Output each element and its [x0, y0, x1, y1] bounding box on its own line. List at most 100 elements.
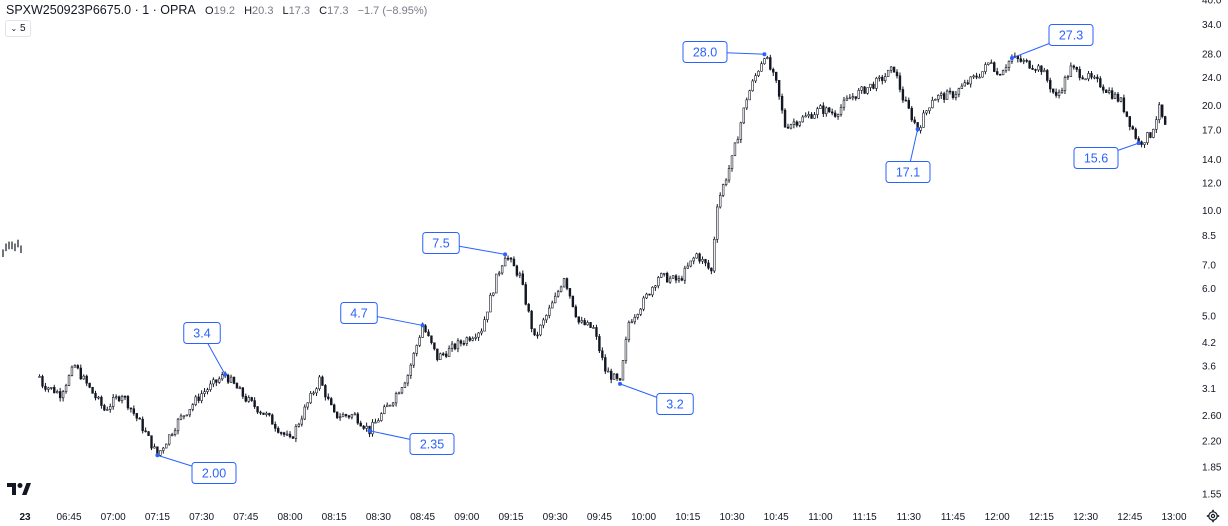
candle-body [430, 335, 433, 344]
low-value: 17.3 [288, 5, 311, 17]
annotation-label: 2.35 [420, 438, 444, 452]
candle-body [100, 396, 103, 406]
candle-body [1099, 78, 1102, 88]
x-tick-label: 07:30 [189, 512, 214, 523]
x-tick-label: 09:45 [587, 512, 612, 523]
candle-body [377, 420, 380, 423]
candle-body [1152, 129, 1155, 138]
y-tick-label: 5.0 [1202, 312, 1216, 323]
close-label: C [319, 5, 328, 17]
candle-body [282, 432, 286, 435]
x-tick-label: 10:15 [675, 512, 700, 523]
candle-body [730, 155, 734, 169]
candle-body [727, 168, 731, 181]
candle-body [948, 90, 952, 93]
x-tick-label: 10:45 [764, 512, 789, 523]
candle-body [645, 293, 648, 299]
candle-body [291, 436, 295, 439]
candle-body [565, 278, 569, 289]
interval-toggle-button[interactable]: ⌄ 5 [5, 20, 31, 37]
candle-body [627, 322, 631, 340]
candle-body [144, 430, 147, 433]
candle-body [353, 413, 357, 416]
candle-body [721, 184, 725, 196]
candle-body [987, 62, 990, 65]
candle-body [58, 391, 62, 399]
candle-body [418, 337, 421, 346]
interval-label: 5 [19, 23, 26, 34]
tradingview-logo-icon[interactable] [7, 483, 31, 497]
candle-body [839, 106, 843, 115]
candle-body [1069, 65, 1073, 77]
candle-body [492, 292, 495, 296]
candle-body [262, 412, 265, 415]
candle-body [53, 387, 56, 394]
y-tick-label: 3.1 [1202, 384, 1216, 395]
chevron-down-icon: ⌄ [10, 24, 18, 33]
y-tick-label: 34.0 [1202, 20, 1222, 31]
candle-body [577, 316, 580, 323]
candle-body [109, 406, 112, 410]
candle-body [618, 378, 622, 381]
annotation-dot [915, 127, 920, 132]
candle-body [483, 319, 486, 332]
candle-body [931, 99, 934, 109]
candle-body [857, 90, 860, 99]
annotation-callout: 3.4 [183, 322, 221, 344]
candle-body [241, 387, 245, 397]
y-tick-label: 7.0 [1202, 260, 1216, 271]
candle-body [206, 389, 209, 392]
candle-body [545, 315, 548, 321]
candle-body [480, 330, 483, 334]
candle-body [1034, 69, 1037, 71]
symbol-title[interactable]: SPXW250923P6675.0 · 1 · OPRA [6, 3, 196, 17]
candle-body [736, 139, 740, 144]
candle-body [489, 294, 492, 313]
candle-body [197, 396, 200, 401]
gear-icon[interactable] [1206, 509, 1220, 523]
candle-body [182, 415, 186, 418]
candle-body [978, 76, 981, 79]
candle-body [763, 58, 766, 65]
candle-body [474, 336, 477, 339]
candle-body [998, 73, 1002, 76]
candle-body [1128, 116, 1132, 127]
candle-body [176, 418, 180, 432]
candle-body [1131, 126, 1134, 130]
y-tick-label: 2.60 [1202, 411, 1222, 422]
y-tick-label: 2.20 [1202, 436, 1222, 447]
y-tick-label: 28.0 [1202, 50, 1222, 61]
candle-body [256, 406, 259, 413]
candle-body [209, 383, 212, 390]
candle-body [993, 62, 996, 72]
candle-body [91, 386, 94, 394]
candle-body [828, 107, 831, 113]
candle-body [539, 324, 542, 336]
annotation-label: 3.2 [666, 398, 683, 412]
candle-body [44, 385, 47, 390]
candle-body [38, 376, 41, 378]
candle-body [1072, 65, 1076, 68]
x-tick-label: 10:00 [631, 512, 656, 523]
candle-body [742, 107, 745, 124]
annotation-dot [223, 372, 228, 377]
candle-body [129, 407, 133, 410]
change-value: −1.7 (−8.95%) [357, 5, 428, 17]
candle-body [869, 83, 872, 88]
candle-body [713, 239, 716, 272]
candle-body [462, 343, 466, 345]
candle-body [919, 127, 922, 131]
candle-body [689, 260, 692, 267]
candle-body [866, 87, 869, 94]
x-tick-label: 09:15 [498, 512, 523, 523]
x-tick-label: 08:45 [410, 512, 435, 523]
x-tick-label: 11:15 [852, 512, 877, 523]
candle-body [512, 258, 516, 267]
candle-body [56, 391, 59, 394]
candle-body [279, 432, 283, 434]
candle-body [433, 342, 436, 350]
candle-body [733, 142, 737, 156]
annotation-box [1073, 147, 1119, 169]
candle-body [330, 398, 333, 406]
